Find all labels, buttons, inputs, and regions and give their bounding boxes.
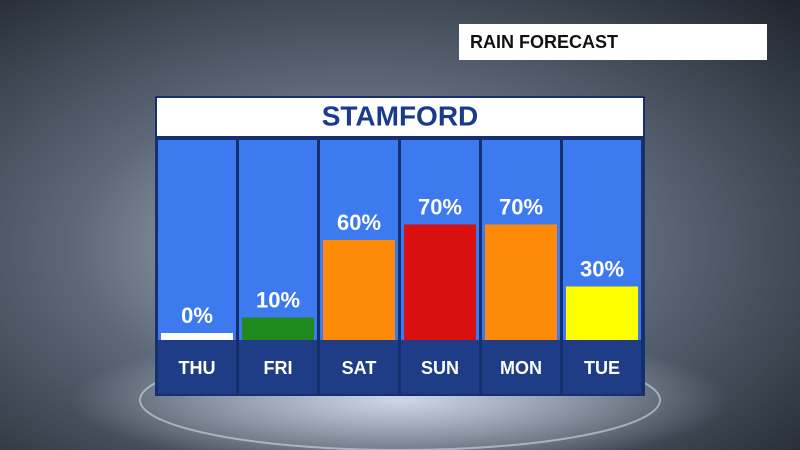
x-tick-label: SAT bbox=[342, 358, 377, 378]
header-box bbox=[459, 24, 767, 60]
day-band bbox=[239, 340, 317, 394]
x-tick-label: FRI bbox=[264, 358, 293, 378]
bar bbox=[404, 224, 476, 340]
x-tick-label: THU bbox=[179, 358, 216, 378]
day-band bbox=[158, 340, 236, 394]
value-label: 10% bbox=[256, 287, 300, 312]
chart-title: RAIN FORECAST bbox=[470, 32, 618, 52]
value-label: 60% bbox=[337, 210, 381, 235]
day-band bbox=[482, 340, 560, 394]
bar bbox=[485, 224, 557, 340]
x-tick-label: SUN bbox=[421, 358, 459, 378]
bar bbox=[323, 240, 395, 340]
day-band bbox=[320, 340, 398, 394]
column bbox=[239, 140, 317, 340]
day-band bbox=[563, 340, 641, 394]
chart-subtitle: STAMFORD bbox=[322, 100, 479, 131]
value-label: 0% bbox=[181, 303, 213, 328]
x-tick-label: MON bbox=[500, 358, 542, 378]
bar bbox=[566, 286, 638, 340]
value-label: 70% bbox=[418, 194, 462, 219]
subtitle-box bbox=[157, 98, 643, 136]
bar bbox=[242, 317, 314, 340]
column bbox=[158, 140, 236, 340]
bar bbox=[161, 333, 233, 340]
value-label: 30% bbox=[580, 256, 624, 281]
day-band bbox=[401, 340, 479, 394]
value-label: 70% bbox=[499, 194, 543, 219]
x-tick-label: TUE bbox=[584, 358, 620, 378]
